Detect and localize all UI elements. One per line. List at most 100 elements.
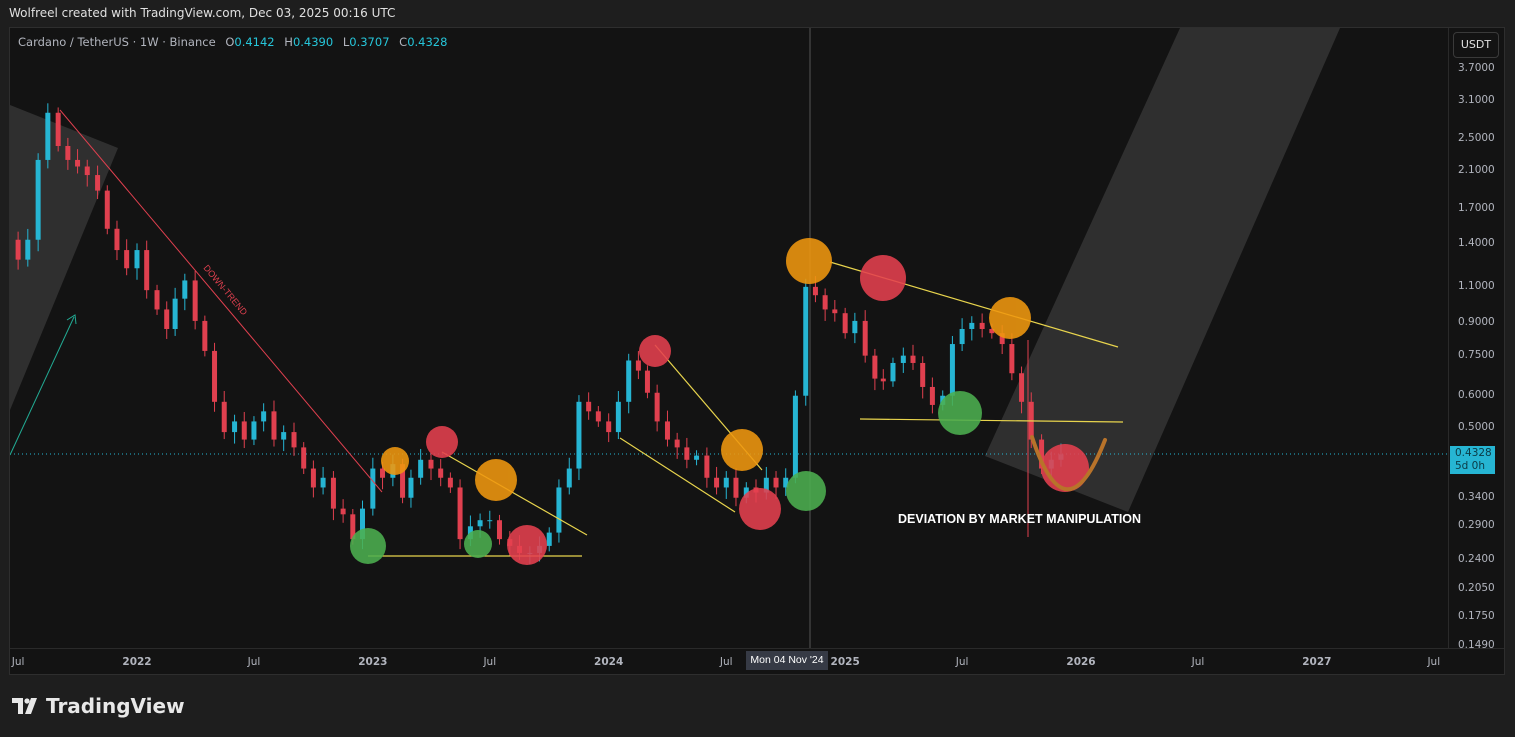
time-tick: 2026 xyxy=(1066,656,1096,668)
circle-orange xyxy=(475,459,517,501)
time-tick: Jul xyxy=(11,656,25,668)
candle-down xyxy=(714,466,720,495)
candle-body xyxy=(595,411,601,422)
candle-down xyxy=(704,447,710,488)
crosshair-date-label: Mon 04 Nov '24 xyxy=(746,651,828,670)
candle-body xyxy=(281,432,287,440)
candle-body xyxy=(232,421,238,433)
candle-body xyxy=(664,421,670,440)
candle-body xyxy=(654,392,660,422)
highlight-circles xyxy=(350,238,1089,565)
brand-name: TradingView xyxy=(46,694,185,718)
candle-body xyxy=(447,477,453,488)
candle-down xyxy=(330,471,336,521)
candle-down xyxy=(644,365,650,399)
time-tick: Jul xyxy=(955,656,969,668)
candle-up xyxy=(320,466,326,495)
candle-body xyxy=(1019,373,1025,402)
candle-body xyxy=(370,468,376,509)
candle-down xyxy=(496,514,502,545)
candle-body xyxy=(783,477,789,488)
candle-up xyxy=(783,468,789,496)
candle-body xyxy=(635,360,641,371)
candle-down xyxy=(144,240,150,299)
candle-down xyxy=(202,315,208,357)
candle-body xyxy=(350,514,356,540)
tradingview-logo[interactable]: TradingView xyxy=(12,694,185,718)
candle-body xyxy=(241,421,247,440)
candle-down xyxy=(929,377,935,414)
price-tick: 0.2400 xyxy=(1458,553,1495,566)
candle-body xyxy=(900,355,906,363)
candle-body xyxy=(832,309,838,314)
candle-body xyxy=(310,468,316,488)
candle-body xyxy=(989,328,995,334)
price-tick: 0.5000 xyxy=(1458,421,1495,434)
candle-down xyxy=(910,344,916,370)
candle-up xyxy=(615,391,621,440)
candle-up xyxy=(803,278,809,406)
candle-body xyxy=(674,439,680,448)
candle-up xyxy=(900,347,906,373)
candle-body xyxy=(65,145,71,160)
candle-up xyxy=(172,287,178,336)
candle-body xyxy=(340,508,346,515)
candle-down xyxy=(291,422,297,456)
candle-down xyxy=(55,107,61,152)
candle-body xyxy=(320,477,326,488)
candle-body xyxy=(979,322,985,329)
candle-body xyxy=(55,112,61,146)
candle-body xyxy=(104,190,110,229)
tradingview-logo-icon xyxy=(12,698,37,714)
time-tick: 2022 xyxy=(122,656,152,668)
candle-body xyxy=(221,401,227,433)
time-tick: 2025 xyxy=(830,656,860,668)
time-tick: Jul xyxy=(483,656,497,668)
candle-down xyxy=(1009,333,1015,381)
circle-red xyxy=(739,488,781,530)
symbol-legend: Cardano / TetherUS · 1W · Binance O0.414… xyxy=(18,35,448,49)
candle-body xyxy=(1039,439,1045,469)
candle-body xyxy=(251,421,257,440)
candle-body xyxy=(496,520,502,540)
price-axis-border xyxy=(1448,28,1449,648)
candle-up xyxy=(723,471,729,499)
candle-body xyxy=(872,355,878,379)
candle-down xyxy=(95,165,101,200)
price-tick: 2.5000 xyxy=(1458,132,1495,145)
circle-red xyxy=(507,525,547,565)
candle-body xyxy=(792,395,798,478)
price-tick: 0.1750 xyxy=(1458,610,1495,622)
candle-up xyxy=(626,353,632,414)
circle-orange xyxy=(381,447,409,475)
price-tick: 1.1000 xyxy=(1458,279,1495,292)
circle-orange xyxy=(989,297,1031,339)
candle-body xyxy=(763,477,769,493)
candle-up xyxy=(576,395,582,481)
candle-down xyxy=(654,384,660,432)
rounded-bottom-curve xyxy=(1030,435,1107,492)
candle-down xyxy=(301,442,307,475)
currency-button[interactable]: USDT xyxy=(1453,32,1499,58)
price-tick: 1.4000 xyxy=(1458,236,1495,249)
candle-body xyxy=(75,159,81,167)
candle-body xyxy=(182,280,188,299)
time-tick: Jul xyxy=(719,656,733,668)
downtrend-line xyxy=(59,109,383,493)
candle-body xyxy=(723,477,729,488)
circle-green xyxy=(938,391,982,435)
time-tick: Jul xyxy=(1191,656,1205,668)
downtrend-label: DOWN-TREND xyxy=(201,263,249,318)
candle-up xyxy=(959,318,965,352)
candle-down xyxy=(340,499,346,523)
candle-up xyxy=(251,416,257,446)
candle-down xyxy=(822,288,828,321)
candle-body xyxy=(134,250,140,269)
candle-up xyxy=(694,450,700,466)
candle-down xyxy=(457,479,463,550)
candle-body xyxy=(418,459,424,478)
candle-body xyxy=(743,487,749,498)
candle-body xyxy=(615,401,621,433)
circle-red xyxy=(426,426,458,458)
